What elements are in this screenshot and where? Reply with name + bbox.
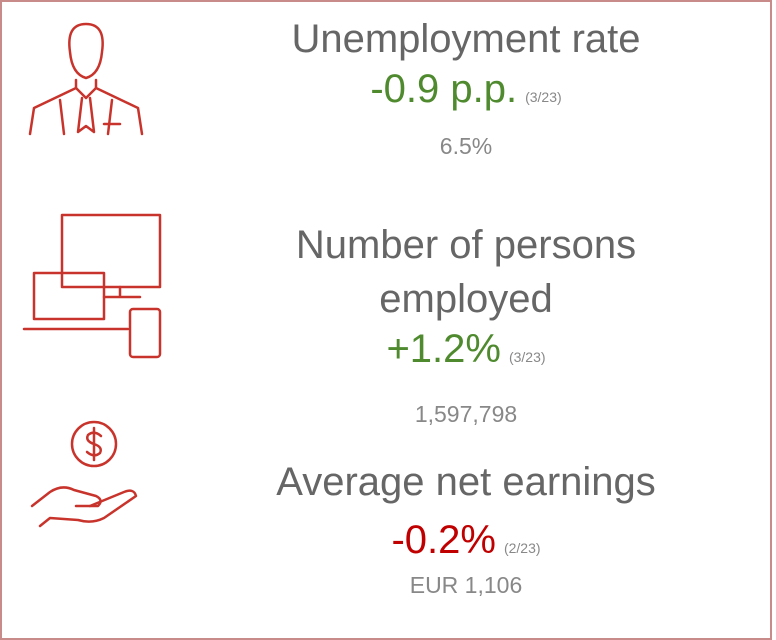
item-value: 6.5%: [439, 133, 493, 159]
item: Average net earnings -0.2% (2/23) EUR 1,1…: [246, 455, 686, 599]
item-period: (3/23): [525, 89, 562, 105]
change-value: -0.2%: [391, 518, 496, 562]
item: Number of persons employed +1.2% (3/23) 1…: [246, 218, 686, 428]
change-value: -0.9 p.p.: [370, 67, 518, 111]
item-value: 1,597,798: [414, 401, 518, 427]
devices-icon: [22, 213, 162, 359]
earnings-icon: [30, 420, 138, 528]
item-change: +1.2% (3/23): [246, 326, 686, 380]
item-change: -0.2% (2/23): [246, 517, 686, 571]
item: Unemployment rate -0.9 p.p. (3/23) 6.5%: [246, 12, 686, 160]
item-value: EUR 1,106: [409, 572, 523, 598]
item-title: Number of persons employed: [295, 223, 637, 321]
item-title: Unemployment rate: [291, 17, 641, 61]
person-icon: [28, 22, 144, 136]
item-change: -0.9 p.p. (3/23): [246, 66, 686, 120]
item-period: (3/23): [508, 349, 546, 365]
change-value: +1.2%: [386, 327, 501, 371]
item-title: Average net earnings: [276, 460, 656, 504]
item-period: (2/23): [503, 540, 541, 556]
